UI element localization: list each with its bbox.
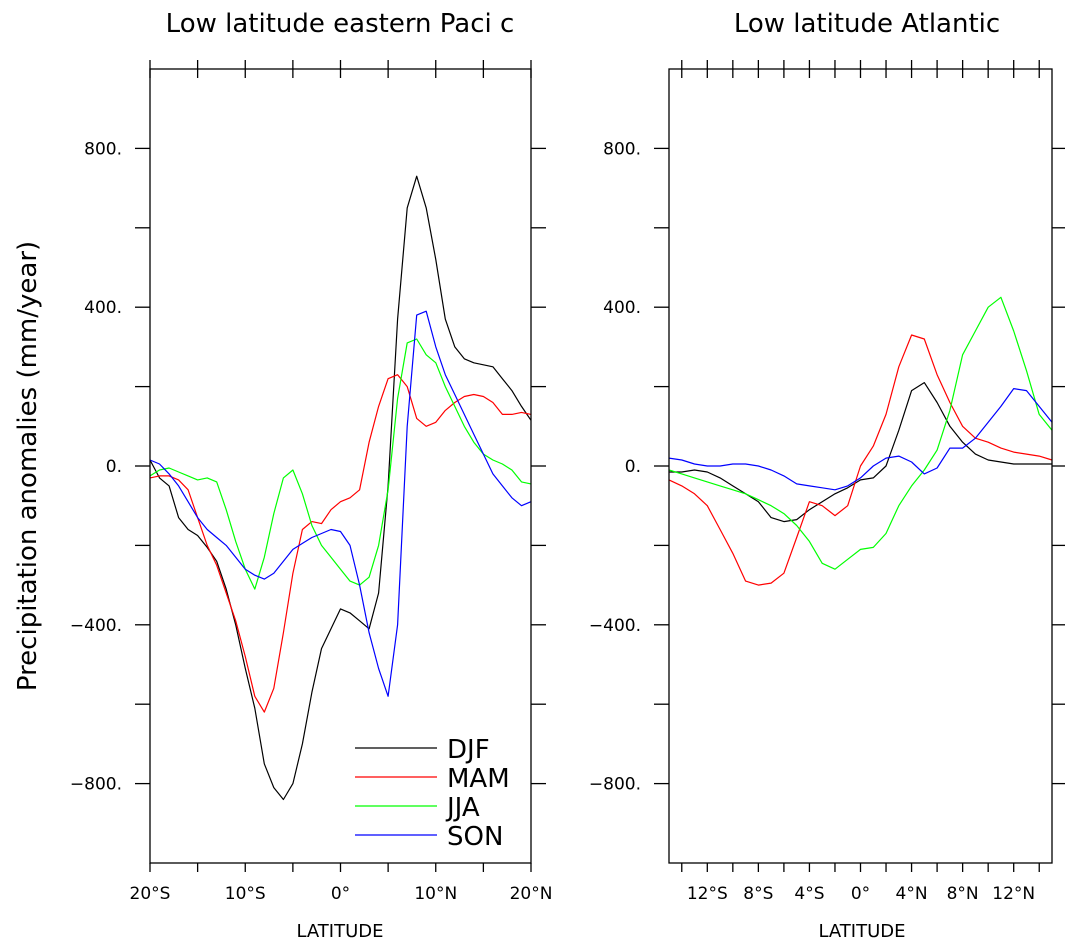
x-tick-label: 0° (851, 884, 870, 904)
axis-ticks (135, 60, 546, 872)
plot-frame (668, 68, 1053, 864)
x-tick-label: 4°S (794, 884, 824, 904)
y-tick-label: 400. (84, 298, 122, 318)
plot-frame (149, 68, 532, 864)
legend-label-son: SON (447, 822, 503, 852)
y-tick-labels: 800. 400. 0. −400. −800. (70, 139, 122, 794)
chart-title: Low latitude eastern Paci c (166, 9, 515, 39)
y-axis-label: Precipitation anomalies (mm/year) (13, 241, 43, 691)
series-line-son (668, 388, 1053, 491)
x-tick-label: 8°N (947, 884, 979, 904)
x-tick-label: 8°S (743, 884, 773, 904)
x-tick-label: 12°S (687, 884, 728, 904)
plot-lines (668, 296, 1053, 586)
series-line-djf (669, 382, 1052, 523)
series-line-jja (149, 338, 532, 590)
x-tick-label: 20°N (510, 884, 553, 904)
y-tick-label: 400. (603, 298, 641, 318)
x-tick-label: 10°N (414, 884, 457, 904)
panel-eastern-pacific: Low latitude eastern Paci c 20°S 10°S 0° 10… (70, 9, 553, 942)
y-tick-label: 800. (84, 139, 122, 159)
series-line-djf (149, 175, 532, 801)
x-tick-label: 12°N (992, 884, 1035, 904)
y-tick-label: −800. (70, 775, 122, 795)
series-line-mam (149, 374, 532, 713)
x-axis-label: LATITUDE (296, 921, 383, 942)
series-line-jja (668, 296, 1053, 570)
y-tick-labels: 800. 400. 0. −400. −800. (589, 139, 641, 794)
y-tick-label: −400. (70, 616, 122, 636)
x-axis-label: LATITUDE (818, 921, 905, 942)
y-tick-label: 0. (625, 457, 641, 477)
legend-label-jja: JJA (445, 793, 480, 823)
y-tick-label: 0. (106, 457, 122, 477)
y-tick-label: 800. (603, 139, 641, 159)
x-tick-label: 20°S (130, 884, 171, 904)
series-line-son (149, 310, 532, 697)
x-tick-labels: 12°S 8°S 4°S 0° 4°N 8°N 12°N (687, 884, 1035, 904)
legend-label-mam: MAM (447, 764, 510, 794)
series-line-mam (668, 334, 1053, 586)
panel-atlantic: Low latitude Atlantic 12°S 8°S 4°S 0° 4°N 8°N… (589, 9, 1065, 942)
y-tick-label: −400. (589, 616, 641, 636)
legend-label-djf: DJF (447, 735, 490, 765)
x-tick-label: 0° (331, 884, 350, 904)
plot-lines (149, 175, 532, 801)
chart-title: Low latitude Atlantic (734, 9, 1000, 39)
x-tick-labels: 20°S 10°S 0° 10°N 20°N (130, 884, 553, 904)
x-tick-label: 4°N (896, 884, 928, 904)
x-tick-label: 10°S (225, 884, 266, 904)
y-tick-label: −800. (589, 775, 641, 795)
